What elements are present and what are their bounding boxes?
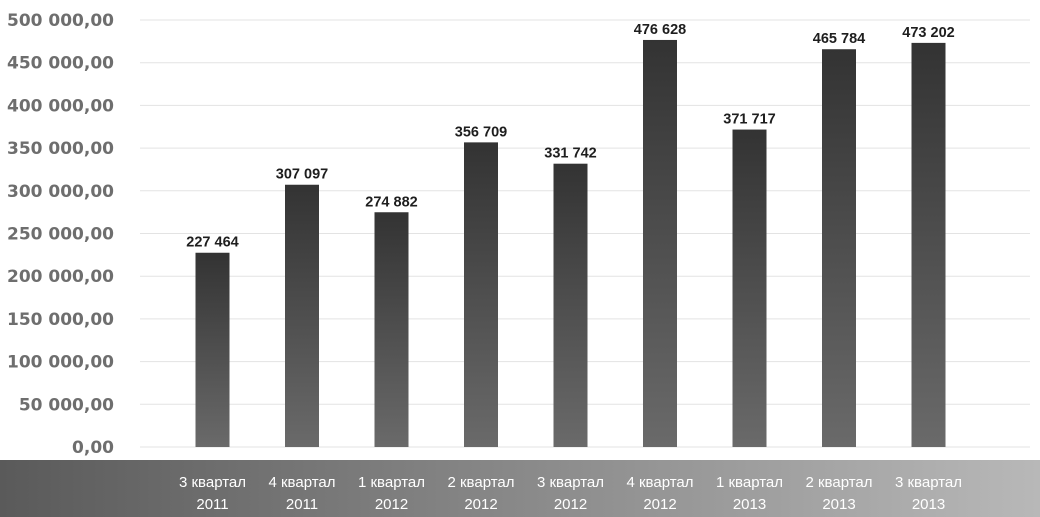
x-tick-label: 3 квартал 2011 [179,474,246,513]
bar [822,49,856,448]
x-tick-label: 3 квартал 2012 [537,474,604,513]
y-tick-label: 50 000,00 [19,395,114,415]
x-tick-label-line: 2013 [733,496,766,513]
data-label: 331 742 [544,146,596,162]
y-tick-label: 100 000,00 [7,353,114,373]
data-label: 371 717 [723,112,775,128]
y-tick-label: 400 000,00 [7,96,114,116]
bar [553,163,588,448]
data-label: 307 097 [276,167,328,183]
x-tick-label: 1 квартал 2013 [716,474,783,513]
x-axis-band [0,460,1040,517]
x-tick-label-line: 2013 [912,496,945,513]
data-label: 227 464 [186,235,238,251]
data-label: 476 628 [634,22,686,38]
x-tick-label-line: 3 квартал [895,474,962,491]
x-tick-label-line: 2012 [375,496,408,513]
y-tick-label: 500 000,00 [7,11,114,31]
x-tick-label-line: 2012 [464,496,497,513]
y-tick-label: 350 000,00 [7,139,114,159]
bars [195,39,946,448]
y-tick-label: 450 000,00 [7,54,114,74]
x-tick-label-line: 2011 [286,496,318,513]
bar [285,184,319,447]
x-tick-label-line: 2 квартал [447,474,514,491]
y-tick-label: 300 000,00 [7,182,114,202]
bar [374,212,409,447]
y-tick-label: 150 000,00 [7,310,114,330]
x-tick-label-line: 3 квартал [179,474,246,491]
data-label: 473 202 [902,25,954,41]
data-label: 465 784 [813,31,865,47]
x-tick-label-line: 2012 [554,496,587,513]
bar [195,252,230,447]
bar [464,142,498,447]
y-axis-ticks: 0,00 50 000,00 100 000,00 150 000,00 200 000… [7,11,114,458]
x-tick-label-line: 2012 [643,496,676,513]
data-label: 274 882 [365,194,417,210]
x-tick-label: 4 квартал 2011 [268,474,335,513]
y-tick-label: 0,00 [72,438,114,458]
x-tick-label-line: 4 квартал [626,474,693,491]
data-labels: 227 464 307 097 274 882 356 709 331 742 476 6… [186,22,954,251]
x-tick-label: 2 квартал 2013 [805,474,872,513]
y-tick-label: 200 000,00 [7,267,114,287]
x-tick-label-line: 4 квартал [268,474,335,491]
bar [732,129,767,447]
data-label: 356 709 [455,124,507,140]
y-tick-label: 250 000,00 [7,225,114,245]
x-tick-label: 2 квартал 2012 [447,474,514,513]
x-tick-label-line: 2 квартал [805,474,872,491]
x-tick-label: 1 квартал 2012 [358,474,425,513]
x-tick-label-line: 1 квартал [716,474,783,491]
x-tick-label-line: 1 квартал [358,474,425,491]
x-tick-label: 3 квартал 2013 [895,474,962,513]
x-tick-label-line: 3 квартал [537,474,604,491]
x-tick-label-line: 2011 [196,496,228,513]
x-tick-label-line: 2013 [822,496,855,513]
x-tick-label: 4 квартал 2012 [626,474,693,513]
bar [911,42,946,447]
bar [643,39,677,447]
